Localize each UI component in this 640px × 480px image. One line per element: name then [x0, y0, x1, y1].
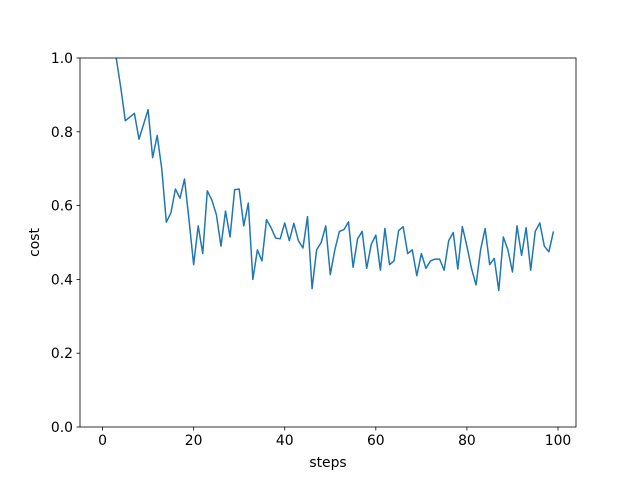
x-axis-label: steps [309, 455, 346, 471]
y-tick-label: 1.0 [51, 51, 73, 67]
y-tick-label: 0.8 [51, 125, 73, 141]
x-tick-label: 0 [98, 433, 107, 449]
y-tick-label: 0.6 [51, 199, 73, 215]
x-tick-label: 100 [545, 433, 572, 449]
line [115, 58, 555, 292]
y-tick-label: 0.4 [51, 272, 73, 288]
y-axis-label: cost [27, 228, 43, 257]
y-tick-label: 0.0 [51, 420, 73, 436]
y-tick-label: 0.2 [51, 346, 73, 362]
x-tick-label: 80 [458, 433, 476, 449]
x-tick-label: 40 [276, 433, 294, 449]
x-tick-label: 60 [367, 433, 385, 449]
x-tick-label: 20 [185, 433, 203, 449]
plot-frame [79, 57, 577, 428]
